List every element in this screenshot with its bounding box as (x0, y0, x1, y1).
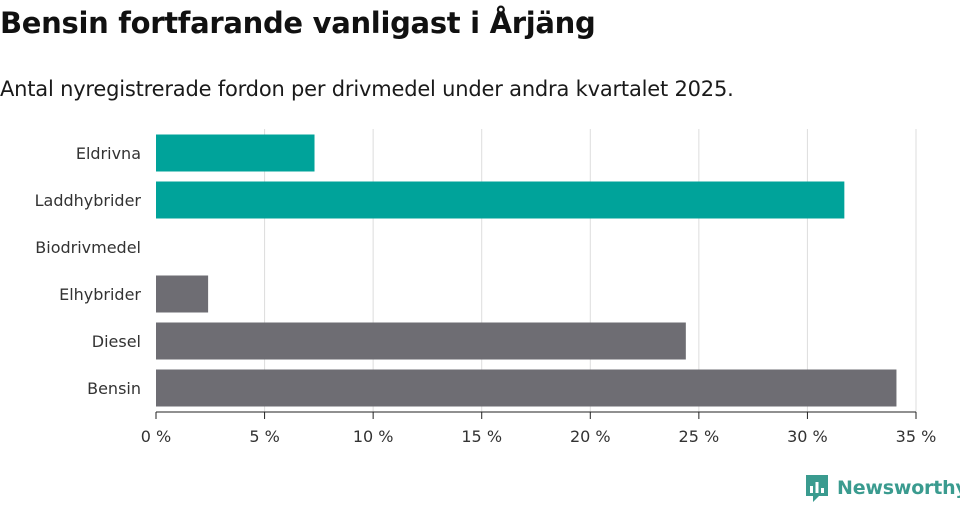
category-label: Elhybrider (59, 285, 141, 304)
x-tick-label: 0 % (141, 427, 171, 446)
bar (156, 322, 686, 360)
x-tick-label: 20 % (570, 427, 611, 446)
chart-subtitle: Antal nyregistrerade fordon per drivmede… (0, 77, 734, 101)
x-tick-label: 35 % (896, 427, 937, 446)
bar (156, 369, 897, 407)
bar (156, 181, 845, 219)
newsworthy-logo-icon (806, 475, 828, 502)
newsworthy-brand: Newsworthy (804, 473, 960, 503)
category-label: Biodrivmedel (35, 238, 141, 257)
category-label: Eldrivna (76, 144, 141, 163)
bar-chart: Eldrivna Laddhybrider Biodrivmedel Elhybrid… (35, 129, 937, 446)
chart-title: Bensin fortfarande vanligast i Årjäng (0, 6, 596, 40)
bar (156, 134, 315, 172)
x-tick-label: 10 % (353, 427, 394, 446)
x-tick-label: 25 % (679, 427, 720, 446)
x-tick-label: 15 % (461, 427, 502, 446)
category-label: Laddhybrider (35, 191, 142, 210)
bar (156, 275, 209, 313)
category-label: Bensin (87, 379, 141, 398)
x-tick-label: 30 % (787, 427, 828, 446)
category-label: Diesel (92, 332, 141, 351)
x-tick-label: 5 % (249, 427, 279, 446)
newsworthy-brand-name: Newsworthy (837, 477, 960, 499)
